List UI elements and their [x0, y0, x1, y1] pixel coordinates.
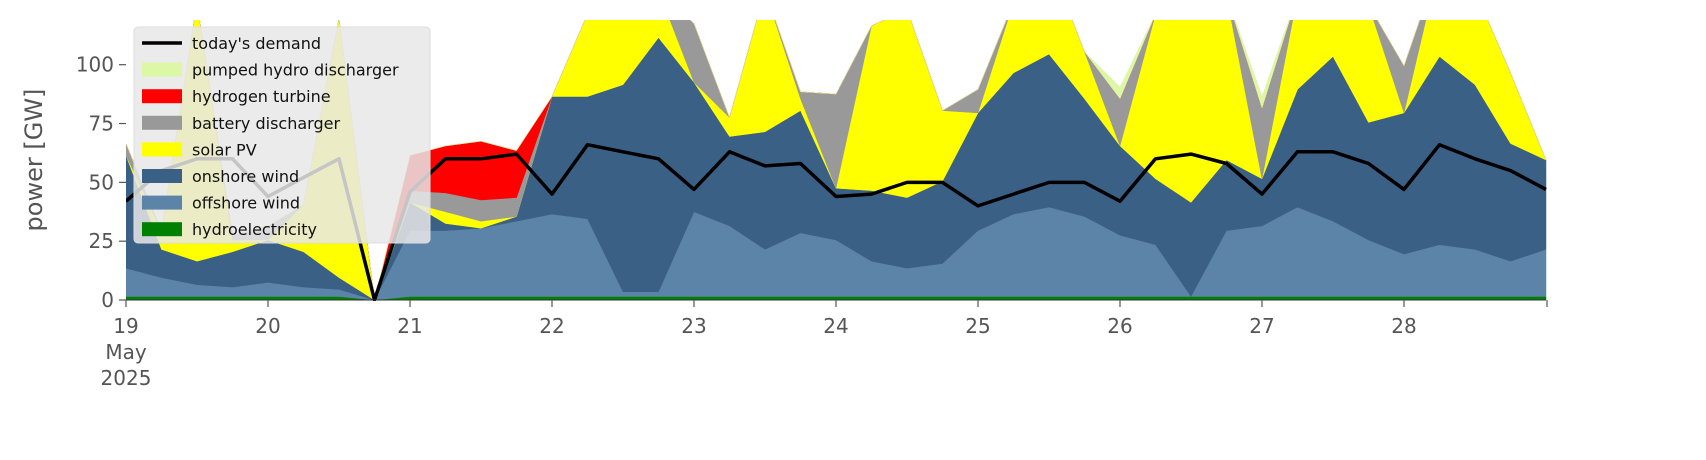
- area: [126, 296, 1547, 301]
- x-tick-label: 24: [823, 314, 848, 338]
- legend-label: pumped hydro discharger: [192, 61, 399, 80]
- x-tick-label: 28: [1391, 314, 1416, 338]
- legend-label: solar PV: [192, 140, 257, 159]
- legend-swatch: [142, 62, 182, 77]
- legend: today's demand pumped hydro discharger hyd…: [133, 26, 431, 244]
- legend-swatch: [142, 142, 182, 157]
- y-tick-label: 100: [76, 53, 114, 77]
- legend-swatch: [142, 169, 182, 183]
- legend-swatch: [142, 222, 182, 237]
- legend-label: battery discharger: [192, 114, 340, 133]
- x-tick-label: 25: [965, 314, 990, 338]
- legend-label: hydroelectricity: [192, 220, 317, 239]
- axes: 0 25 50 75 100 19 May 2025 20 21 22 23 24 25 26 27 28: [76, 53, 1548, 390]
- y-tick-label: 25: [89, 229, 114, 253]
- demand-line: [126, 142, 1547, 301]
- x-tick-label: 27: [1249, 314, 1274, 338]
- x-tick-label: 26: [1107, 314, 1132, 338]
- legend-box: [133, 26, 431, 244]
- legend-label: hydrogen turbine: [192, 87, 331, 106]
- x-tick-label: 21: [397, 314, 422, 338]
- x-tick-label: 19 May 2025: [101, 314, 152, 390]
- legend-label: today's demand: [192, 34, 321, 53]
- x-tick-label: 20: [255, 314, 280, 338]
- x-tick-label: 22: [539, 314, 564, 338]
- legend-label: offshore wind: [192, 194, 300, 213]
- y-tick-label: 0: [101, 288, 114, 312]
- legend-swatch: [142, 195, 182, 210]
- legend-swatch: [142, 115, 182, 130]
- y-axis-label: power [GW]: [20, 89, 48, 232]
- y-tick-label: 75: [89, 112, 114, 136]
- legend-swatch: [142, 89, 182, 104]
- legend-label: onshore wind: [192, 167, 299, 186]
- y-tick-label: 50: [89, 170, 114, 194]
- area: [126, 20, 1547, 301]
- x-tick-label: 23: [681, 314, 706, 338]
